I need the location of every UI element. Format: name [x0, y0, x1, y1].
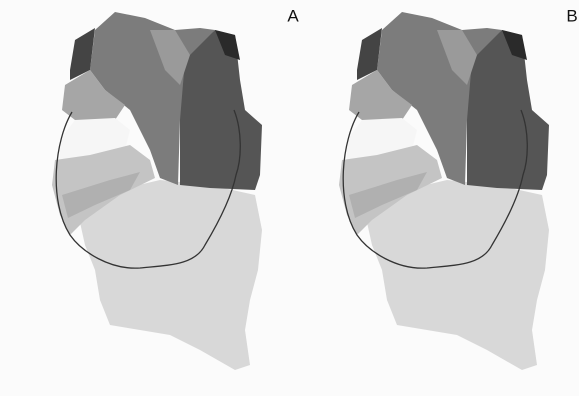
panel-label: A	[287, 6, 299, 25]
figure: A B	[0, 0, 579, 396]
panel-label: B	[566, 6, 577, 25]
page: {"panels": [{"label": "A"}, {"label": "B…	[0, 0, 579, 396]
